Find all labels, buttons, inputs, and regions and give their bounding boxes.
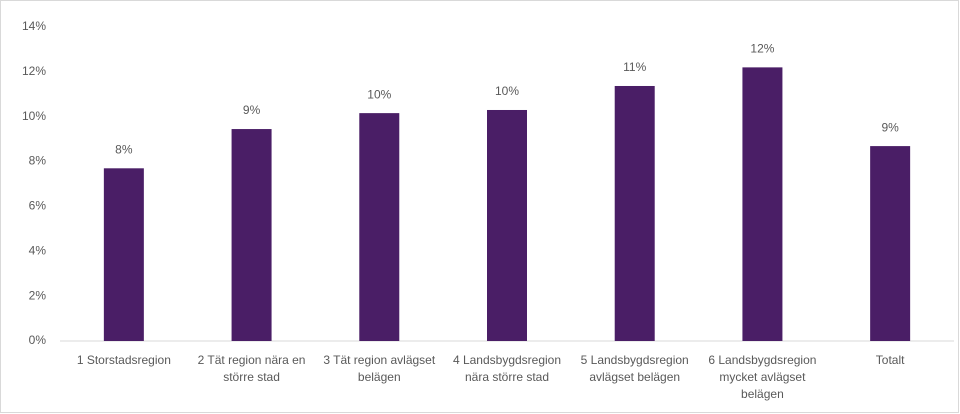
value-label: 11%: [623, 60, 646, 74]
x-tick-label: 1 Storstadsregion: [76, 353, 171, 367]
bar: [103, 168, 144, 341]
y-tick-label: 10%: [22, 109, 46, 123]
bar: [742, 67, 783, 341]
y-tick-label: 2%: [29, 288, 47, 302]
y-tick-label: 14%: [22, 19, 46, 33]
y-tick-label: 0%: [29, 333, 47, 347]
x-tick-label: 6 Landsbygdsregion mycket avlägset beläg…: [708, 353, 817, 401]
x-tick-label: Totalt: [875, 353, 905, 367]
bar: [870, 146, 911, 341]
bar: [614, 85, 655, 341]
bar: [359, 113, 400, 341]
y-tick-label: 8%: [29, 154, 47, 168]
x-tick-label: 3 Tät region avlägset belägen: [323, 353, 436, 384]
value-label: 10%: [367, 87, 391, 101]
x-tick-label: 2 Tät region nära en större stad: [197, 353, 306, 384]
value-label: 12%: [750, 42, 774, 56]
value-label: 10%: [495, 84, 519, 98]
bar: [231, 129, 272, 341]
bar: [487, 109, 527, 341]
value-label: 9%: [243, 103, 261, 117]
value-label: 8%: [115, 142, 133, 156]
x-tick-label: 5 Landsbygdsregion avlägset belägen: [580, 353, 689, 384]
value-label: 9%: [881, 120, 899, 134]
y-tick-label: 12%: [22, 64, 46, 78]
y-tick-label: 4%: [29, 243, 47, 257]
x-tick-label: 4 Landsbygdsregion nära större stad: [452, 353, 562, 384]
y-tick-label: 6%: [29, 199, 47, 213]
